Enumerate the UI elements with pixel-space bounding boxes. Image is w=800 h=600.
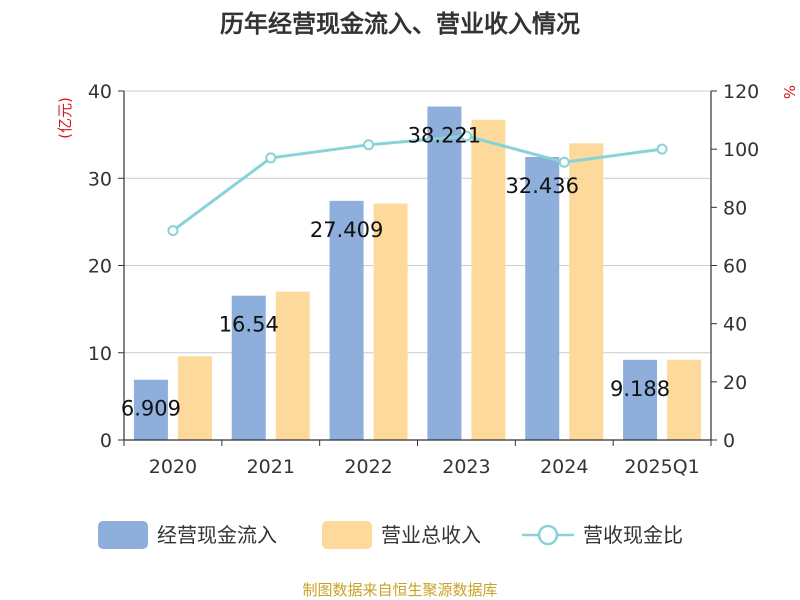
legend-marker-ratio <box>537 524 559 546</box>
data-label-cash-inflow: 27.409 <box>310 218 383 242</box>
legend-swatch-revenue <box>322 521 372 549</box>
data-label-cash-inflow: 16.54 <box>219 313 279 337</box>
left-axis-ticks: 0 10 20 30 40 <box>88 81 124 452</box>
legend-label-ratio: 营收现金比 <box>583 523 683 547</box>
ratio-point <box>265 152 277 164</box>
bar-cash-inflow <box>133 379 168 440</box>
bar-revenue <box>177 356 212 440</box>
left-axis-unit: (亿元) <box>56 97 74 139</box>
left-tick-label: 40 <box>88 81 112 103</box>
ratio-point <box>167 225 179 237</box>
right-tick-label: 20 <box>723 372 747 394</box>
legend-swatch-cash-inflow <box>98 521 148 549</box>
chart-title: 历年经营现金流入、营业收入情况 <box>220 10 580 38</box>
bar-cash-inflow <box>427 106 462 440</box>
ratio-point <box>656 143 668 155</box>
left-tick-label: 20 <box>88 256 112 278</box>
x-axis-ticks: 2020 2021 2022 2023 2024 2025Q1 <box>123 440 712 478</box>
legend: 经营现金流入 营业总收入 营收现金比 <box>98 521 683 549</box>
left-tick-label: 30 <box>88 168 112 190</box>
legend-label-cash-inflow: 经营现金流入 <box>157 523 277 547</box>
bars <box>133 106 702 440</box>
right-tick-label: 0 <box>723 430 735 452</box>
bar-cash-inflow <box>623 359 658 440</box>
x-tick-label: 2021 <box>247 456 295 478</box>
legend-label-revenue: 营业总收入 <box>381 523 481 547</box>
data-label-cash-inflow: 32.436 <box>506 174 579 198</box>
right-tick-label: 40 <box>723 314 747 336</box>
data-label-cash-inflow: 6.909 <box>121 397 181 421</box>
ratio-line-path <box>172 134 663 232</box>
bar-revenue <box>275 291 310 440</box>
right-axis-ticks: 0 20 40 60 80 100 120 <box>711 81 759 452</box>
ratio-point <box>363 139 375 151</box>
data-label-cash-inflow: 38.221 <box>408 124 481 148</box>
right-tick-label: 60 <box>723 256 747 278</box>
bar-cash-inflow <box>525 156 560 440</box>
left-tick-label: 0 <box>100 430 112 452</box>
grid <box>124 90 711 354</box>
right-axis-unit: % <box>780 85 798 99</box>
bar-revenue <box>569 143 604 440</box>
ratio-point <box>558 156 570 168</box>
x-tick-label: 2025Q1 <box>624 456 699 478</box>
ratio-point <box>460 130 472 142</box>
source-note: 制图数据来自恒生聚源数据库 <box>302 581 497 599</box>
bar-revenue <box>373 203 408 440</box>
right-tick-label: 80 <box>723 197 747 219</box>
bar-cash-inflow <box>329 200 364 440</box>
bar-cash-inflow <box>231 295 266 440</box>
ratio-line <box>167 130 668 237</box>
data-labels: 6.909 16.54 27.409 38.221 32.436 9.188 <box>121 124 670 421</box>
data-label-cash-inflow: 9.188 <box>610 377 670 401</box>
right-tick-label: 100 <box>723 139 759 161</box>
x-tick-label: 2024 <box>540 456 588 478</box>
x-tick-label: 2023 <box>442 456 490 478</box>
right-tick-label: 120 <box>723 81 759 103</box>
left-tick-label: 10 <box>88 343 112 365</box>
bar-revenue <box>667 359 702 440</box>
bar-revenue <box>471 119 506 440</box>
x-tick-label: 2020 <box>149 456 197 478</box>
x-tick-label: 2022 <box>344 456 392 478</box>
